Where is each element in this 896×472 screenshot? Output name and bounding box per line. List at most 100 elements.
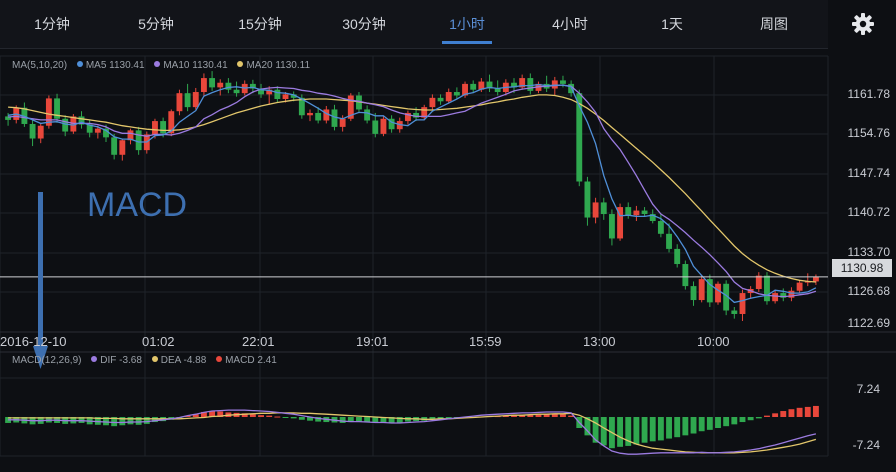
candle-body xyxy=(225,82,232,90)
tab-week[interactable]: 周图 xyxy=(722,0,826,46)
tab-30min[interactable]: 30分钟 xyxy=(312,0,416,46)
macd-bar xyxy=(666,417,672,439)
macd-bar xyxy=(437,417,444,420)
candle-body xyxy=(103,128,109,138)
macd-bar xyxy=(600,417,607,446)
macd-bar xyxy=(119,417,126,426)
candle-body xyxy=(755,275,762,290)
macd-bar xyxy=(388,417,395,423)
candle-body xyxy=(331,109,338,127)
tab-label: 1天 xyxy=(661,16,683,32)
macd-bar xyxy=(111,417,118,427)
macd-bar xyxy=(568,415,575,417)
macd-bar xyxy=(731,417,738,425)
ma10-dot-icon xyxy=(154,61,161,67)
x-tick-label: 2016-12-10 xyxy=(0,334,67,349)
tab-1day[interactable]: 1天 xyxy=(620,0,724,46)
macd-bar xyxy=(698,417,705,432)
macd-legend-label: MACD 2.41 xyxy=(225,355,277,366)
macd-bar xyxy=(551,414,558,417)
candle-body xyxy=(715,283,721,303)
macd-bar xyxy=(209,411,216,417)
y-tick-label: 1133.70 xyxy=(847,245,891,259)
macd-bar xyxy=(298,417,305,420)
x-tick-label: 01:02 xyxy=(142,334,175,349)
macd-bar xyxy=(5,417,12,423)
tab-15min[interactable]: 15分钟 xyxy=(208,0,312,46)
y-tick-label: 1154.76 xyxy=(847,126,891,140)
candle-body xyxy=(413,112,420,118)
ma-legend-params: MA(5,10,20) xyxy=(12,60,68,71)
candle-body xyxy=(111,137,118,155)
tab-1min[interactable]: 1分钟 xyxy=(0,0,104,46)
candle-body xyxy=(282,94,289,99)
candle-body xyxy=(152,121,158,135)
candle-body xyxy=(315,112,322,121)
candle-body xyxy=(307,112,313,116)
tab-5min[interactable]: 5分钟 xyxy=(104,0,208,46)
ma5-line xyxy=(8,83,817,304)
tab-label: 5分钟 xyxy=(138,16,174,32)
macd-bar xyxy=(584,417,591,436)
ma20-legend-label: MA20 1130.11 xyxy=(246,60,311,71)
candle-body xyxy=(266,89,273,95)
candle-body xyxy=(135,130,142,151)
macd-bar xyxy=(527,415,534,417)
macd-bar xyxy=(511,415,517,417)
macd-bar xyxy=(723,417,730,427)
macd-bar xyxy=(690,417,697,434)
tab-label: 15分钟 xyxy=(238,16,282,32)
x-tick-label: 22:01 xyxy=(242,334,275,349)
candle-body xyxy=(657,221,664,234)
candle-body xyxy=(560,80,566,84)
macd-bar xyxy=(804,406,811,417)
macd-bar xyxy=(682,417,689,436)
ma20-legend: MA20 1130.11 xyxy=(237,60,310,71)
candle-body xyxy=(78,116,85,125)
candle-body xyxy=(5,116,12,120)
dif-line xyxy=(8,409,817,455)
candle-body xyxy=(298,97,305,116)
candle-body xyxy=(94,128,101,133)
settings-button[interactable] xyxy=(842,6,884,42)
candle-body xyxy=(600,202,607,215)
candle-body xyxy=(527,78,534,91)
candle-body xyxy=(445,92,452,102)
macd-bar xyxy=(657,417,664,441)
macd-bar xyxy=(502,415,509,417)
candle-body xyxy=(788,290,795,298)
tab-4hour[interactable]: 4小时 xyxy=(518,0,622,46)
tab-1hour[interactable]: 1小时 xyxy=(415,0,519,46)
macd-annotation: MACD xyxy=(87,186,188,224)
macd-bar xyxy=(772,413,779,417)
candle-body xyxy=(184,93,191,108)
candle-body xyxy=(29,123,36,139)
macd-bar xyxy=(380,417,387,423)
macd-bar xyxy=(184,415,191,417)
candle-body xyxy=(617,207,624,239)
macd-y-tick-label: 7.24 xyxy=(856,382,880,396)
candle-body xyxy=(470,83,477,90)
dea-line xyxy=(8,412,817,454)
candle-body xyxy=(682,264,689,287)
candle-body xyxy=(421,107,428,118)
timeframe-tabbar: 1分钟 5分钟 15分钟 30分钟 1小时 4小时 1天 周图 xyxy=(0,0,828,49)
candle-body xyxy=(388,118,395,130)
ma-legend: MA(5,10,20) MA5 1130.41 MA10 1130.41 MA2… xyxy=(12,60,317,71)
macd-bar xyxy=(339,417,346,423)
macd-legend-params: MACD(12,26,9) xyxy=(12,355,82,366)
kline-chart[interactable] xyxy=(0,48,896,472)
macd-bar xyxy=(812,405,819,417)
candle-body xyxy=(462,83,468,96)
macd-bar xyxy=(78,417,85,423)
candle-body xyxy=(519,78,526,88)
down-arrow-icon xyxy=(33,192,48,369)
x-tick-label: 13:00 xyxy=(583,334,616,349)
candle-body xyxy=(347,95,354,119)
macd-bar xyxy=(135,417,142,425)
candle-body xyxy=(739,293,746,314)
ma10-legend: MA10 1130.41 xyxy=(154,60,228,71)
candle-body xyxy=(209,78,216,88)
candle-body xyxy=(796,282,803,291)
candle-body xyxy=(698,279,705,301)
